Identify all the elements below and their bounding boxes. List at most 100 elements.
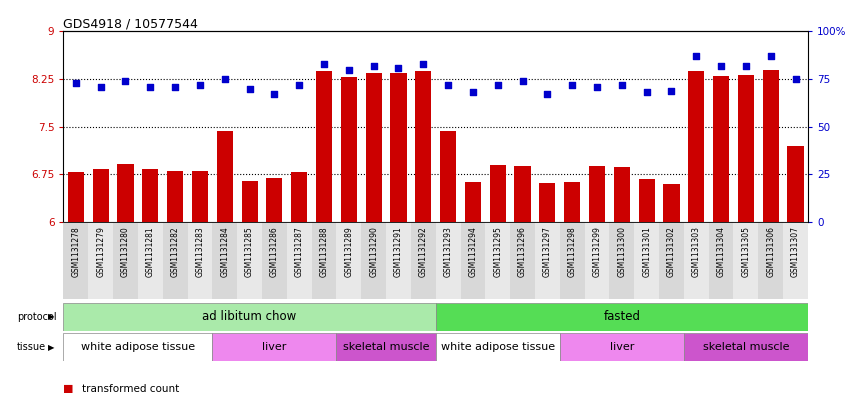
- Bar: [337, 333, 436, 361]
- Point: [466, 89, 480, 95]
- Bar: [415, 71, 431, 222]
- Point: [764, 53, 777, 59]
- Text: white adipose tissue: white adipose tissue: [81, 342, 195, 352]
- Bar: [709, 222, 733, 299]
- Text: GDS4918 / 10577544: GDS4918 / 10577544: [63, 17, 198, 30]
- Text: GSM1131282: GSM1131282: [171, 226, 179, 277]
- Bar: [490, 165, 506, 222]
- Text: GSM1131289: GSM1131289: [344, 226, 354, 277]
- Bar: [241, 181, 258, 222]
- Text: transformed count: transformed count: [82, 384, 179, 393]
- Bar: [440, 130, 456, 222]
- Point: [416, 61, 430, 67]
- Bar: [464, 182, 481, 222]
- Point: [94, 84, 107, 90]
- Point: [144, 84, 157, 90]
- Text: liver: liver: [610, 342, 634, 352]
- Point: [342, 66, 355, 73]
- Point: [293, 82, 306, 88]
- Point: [118, 78, 132, 84]
- Bar: [365, 73, 382, 222]
- Bar: [659, 222, 684, 299]
- Bar: [361, 222, 386, 299]
- Text: GSM1131294: GSM1131294: [469, 226, 477, 277]
- Point: [739, 62, 753, 69]
- Bar: [514, 166, 530, 222]
- Point: [591, 84, 604, 90]
- Bar: [88, 222, 113, 299]
- Point: [168, 84, 182, 90]
- Text: GSM1131303: GSM1131303: [692, 226, 700, 277]
- Bar: [788, 146, 804, 222]
- Bar: [262, 222, 287, 299]
- Bar: [758, 222, 783, 299]
- Text: GSM1131292: GSM1131292: [419, 226, 428, 277]
- Bar: [663, 184, 679, 222]
- Bar: [68, 172, 84, 222]
- Point: [218, 76, 232, 82]
- Bar: [783, 222, 808, 299]
- Bar: [162, 222, 188, 299]
- Text: GSM1131300: GSM1131300: [618, 226, 626, 277]
- Bar: [287, 222, 311, 299]
- Text: GSM1131307: GSM1131307: [791, 226, 800, 277]
- Bar: [486, 222, 510, 299]
- Bar: [386, 222, 411, 299]
- Bar: [684, 222, 709, 299]
- Text: tissue: tissue: [17, 342, 46, 352]
- Text: liver: liver: [262, 342, 287, 352]
- Text: ▶: ▶: [48, 343, 55, 351]
- Bar: [460, 222, 486, 299]
- Text: GSM1131285: GSM1131285: [245, 226, 254, 277]
- Text: ■: ■: [63, 384, 74, 393]
- Bar: [341, 77, 357, 222]
- Bar: [138, 222, 162, 299]
- Text: GSM1131291: GSM1131291: [394, 226, 403, 277]
- Bar: [639, 180, 655, 222]
- Text: GSM1131287: GSM1131287: [294, 226, 304, 277]
- Bar: [738, 75, 754, 222]
- Bar: [688, 71, 705, 222]
- Bar: [337, 222, 361, 299]
- Point: [491, 82, 504, 88]
- Text: GSM1131279: GSM1131279: [96, 226, 105, 277]
- Bar: [118, 163, 134, 222]
- Point: [193, 82, 206, 88]
- Bar: [762, 70, 779, 222]
- Bar: [212, 333, 337, 361]
- Text: GSM1131283: GSM1131283: [195, 226, 205, 277]
- Point: [367, 62, 381, 69]
- Text: GSM1131305: GSM1131305: [741, 226, 750, 277]
- Point: [317, 61, 331, 67]
- Bar: [684, 333, 808, 361]
- Bar: [733, 222, 758, 299]
- Bar: [609, 222, 634, 299]
- Text: GSM1131302: GSM1131302: [667, 226, 676, 277]
- Text: protocol: protocol: [17, 312, 57, 322]
- Text: white adipose tissue: white adipose tissue: [441, 342, 555, 352]
- Text: GSM1131281: GSM1131281: [146, 226, 155, 277]
- Bar: [560, 333, 684, 361]
- Text: GSM1131290: GSM1131290: [369, 226, 378, 277]
- Bar: [167, 171, 184, 222]
- Point: [243, 85, 256, 92]
- Bar: [63, 222, 88, 299]
- Point: [689, 53, 703, 59]
- Bar: [510, 222, 535, 299]
- Point: [714, 62, 728, 69]
- Text: GSM1131297: GSM1131297: [543, 226, 552, 277]
- Bar: [539, 183, 556, 222]
- Bar: [212, 222, 237, 299]
- Point: [640, 89, 653, 95]
- Bar: [713, 76, 729, 222]
- Bar: [613, 167, 630, 222]
- Text: GSM1131301: GSM1131301: [642, 226, 651, 277]
- Bar: [535, 222, 560, 299]
- Text: GSM1131304: GSM1131304: [717, 226, 726, 277]
- Bar: [63, 333, 212, 361]
- Point: [69, 80, 83, 86]
- Point: [788, 76, 802, 82]
- Bar: [266, 178, 283, 222]
- Text: GSM1131299: GSM1131299: [592, 226, 602, 277]
- Text: GSM1131295: GSM1131295: [493, 226, 503, 277]
